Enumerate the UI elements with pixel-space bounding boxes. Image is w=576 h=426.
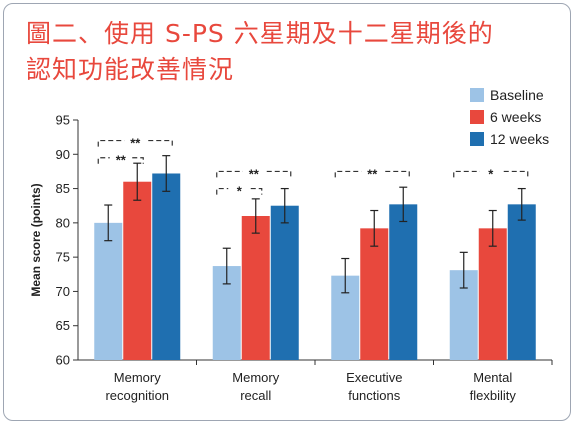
significance-label: * bbox=[488, 166, 494, 181]
bar bbox=[360, 228, 389, 360]
significance-label-bg bbox=[228, 184, 251, 193]
bar bbox=[241, 216, 270, 360]
title-line-1: 圖二、使用 S-PS 六星期及十二星期後的 bbox=[26, 19, 494, 48]
category-label-line1: Executive bbox=[346, 370, 402, 385]
bar bbox=[94, 222, 123, 360]
y-tick-label: 80 bbox=[56, 215, 70, 230]
category-label-line2: flexbility bbox=[470, 388, 517, 403]
y-tick-label: 90 bbox=[56, 147, 70, 162]
y-tick-label: 65 bbox=[56, 318, 70, 333]
category-label-line2: functions bbox=[348, 388, 401, 403]
bar bbox=[478, 228, 507, 360]
category-label-line1: Memory bbox=[114, 370, 161, 385]
significance-label: ** bbox=[249, 166, 260, 181]
significance-label-bg bbox=[124, 136, 147, 145]
significance-label-bg bbox=[479, 167, 502, 176]
title-line-2: 認知功能改善情況 bbox=[26, 55, 235, 84]
legend-swatch bbox=[470, 132, 484, 146]
category-label-line2: recall bbox=[240, 388, 271, 403]
significance-label-bg bbox=[242, 167, 265, 176]
significance-label: ** bbox=[130, 136, 141, 151]
category-label-line2: recognition bbox=[105, 388, 169, 403]
y-tick-label: 95 bbox=[56, 113, 70, 128]
bar bbox=[123, 181, 152, 360]
y-tick-label: 70 bbox=[56, 284, 70, 299]
bar bbox=[389, 204, 418, 360]
significance-label: * bbox=[237, 184, 243, 199]
category-label-line1: Memory bbox=[232, 370, 279, 385]
y-tick-label: 75 bbox=[56, 250, 70, 265]
bar bbox=[270, 205, 299, 360]
legend-label: 12 weeks bbox=[490, 131, 549, 147]
significance-label: ** bbox=[116, 153, 127, 168]
legend-swatch bbox=[470, 110, 484, 124]
legend-swatch bbox=[470, 88, 484, 102]
bar bbox=[152, 173, 181, 360]
chart-title: 圖二、使用 S-PS 六星期及十二星期後的 認知功能改善情況 bbox=[26, 16, 566, 88]
y-axis-title: Mean score (points) bbox=[29, 183, 43, 296]
y-tick-label: 60 bbox=[56, 353, 70, 368]
legend-label: 6 weeks bbox=[490, 109, 541, 125]
y-tick-label: 85 bbox=[56, 181, 70, 196]
legend-label: Baseline bbox=[490, 87, 544, 103]
significance-label-bg bbox=[109, 153, 132, 162]
significance-label-bg bbox=[361, 167, 384, 176]
significance-label: ** bbox=[367, 166, 378, 181]
category-label-line1: Mental bbox=[473, 370, 512, 385]
bar bbox=[507, 204, 536, 360]
